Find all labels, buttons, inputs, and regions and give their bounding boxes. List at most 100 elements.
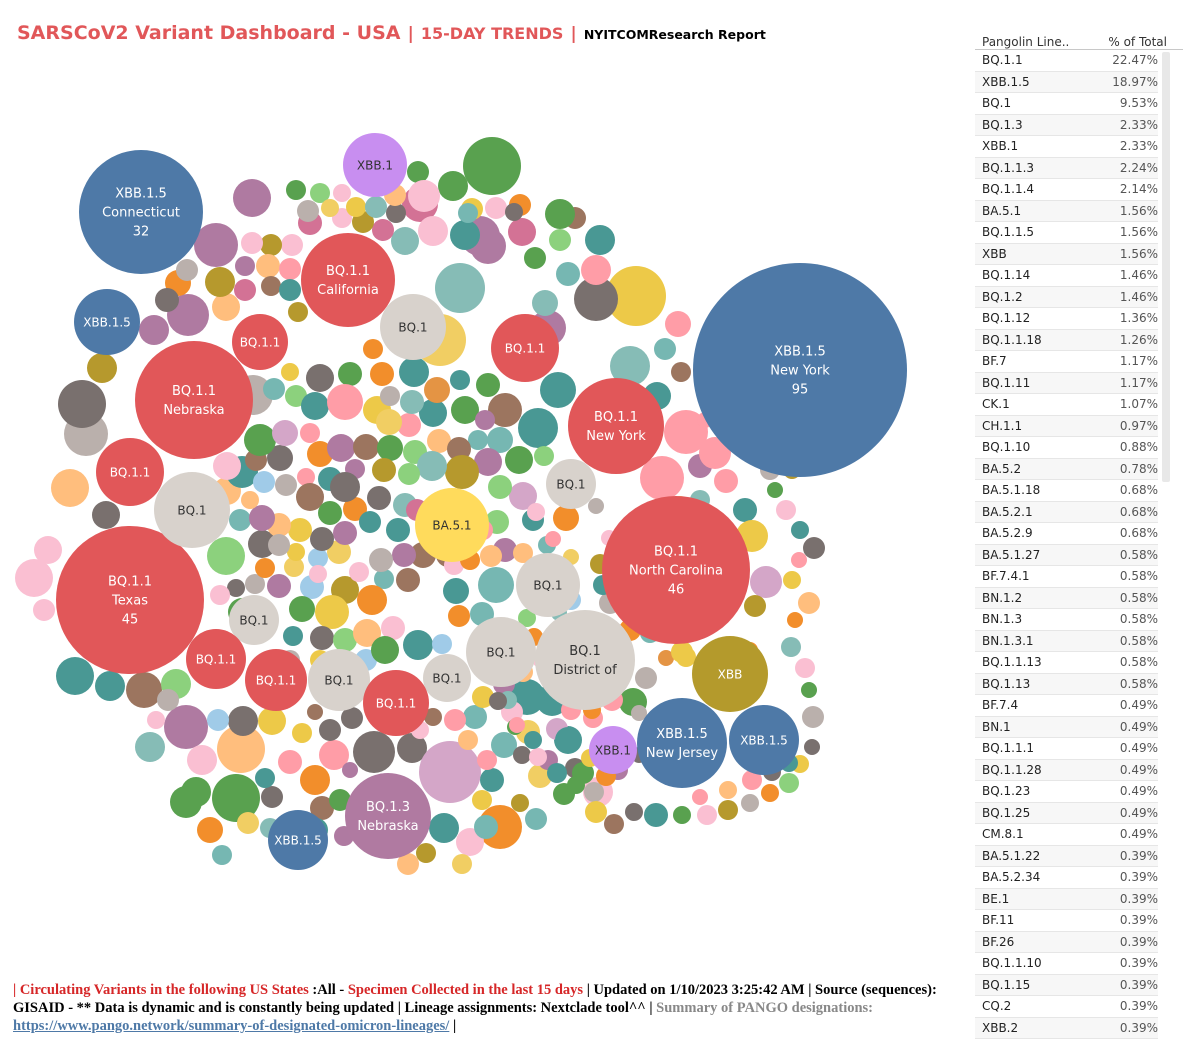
lineage-bubble[interactable] (671, 641, 693, 663)
legend-row[interactable]: BA.5.1 1.56% (975, 200, 1158, 222)
lineage-bubble[interactable] (718, 800, 738, 820)
lineage-bubble[interactable] (212, 774, 260, 822)
lineage-bubble[interactable] (699, 437, 731, 469)
lineage-bubble[interactable] (673, 806, 691, 824)
bubble-circle[interactable] (568, 378, 664, 474)
lineage-bubble[interactable] (164, 705, 208, 749)
lineage-bubble[interactable] (474, 815, 498, 839)
legend-row[interactable]: XBB.1 2.33% (975, 136, 1158, 158)
lineage-bubble[interactable] (267, 574, 291, 598)
legend-row[interactable]: BQ.1 9.53% (975, 93, 1158, 115)
lineage-bubble[interactable] (346, 197, 366, 217)
labeled-bubble[interactable]: XBB (692, 636, 768, 712)
lineage-bubble[interactable] (529, 748, 547, 766)
lineage-bubble[interactable] (644, 803, 668, 827)
bubble-circle[interactable] (602, 496, 750, 644)
pango-link[interactable]: https://www.pango.network/summary-of-des… (13, 1018, 450, 1034)
lineage-bubble[interactable] (540, 372, 576, 408)
lineage-bubble[interactable] (489, 692, 507, 710)
lineage-bubble[interactable] (798, 592, 820, 614)
lineage-bubble[interactable] (278, 750, 302, 774)
lineage-bubble[interactable] (329, 789, 351, 811)
legend-col-pct[interactable]: % of Total (1108, 35, 1167, 49)
lineage-bubble[interactable] (15, 559, 53, 597)
lineage-bubble[interactable] (779, 773, 799, 793)
lineage-bubble[interactable] (398, 463, 420, 485)
lineage-bubble[interactable] (511, 794, 529, 812)
legend-row[interactable]: BQ.1.1.4 2.14% (975, 179, 1158, 201)
lineage-bubble[interactable] (234, 279, 256, 301)
lineage-bubble[interactable] (342, 762, 358, 778)
lineage-bubble[interactable] (556, 262, 580, 286)
legend-row[interactable]: BQ.1.1.10 0.39% (975, 953, 1158, 975)
lineage-bubble[interactable] (518, 408, 558, 448)
lineage-bubble[interactable] (625, 803, 643, 821)
bubble-circle[interactable] (535, 610, 635, 710)
lineage-bubble[interactable] (235, 256, 255, 276)
bubble-circle[interactable] (232, 314, 288, 370)
lineage-bubble[interactable] (445, 455, 479, 489)
lineage-bubble[interactable] (714, 469, 738, 493)
lineage-bubble[interactable] (750, 566, 782, 598)
legend-row[interactable]: BA.5.1.22 0.39% (975, 845, 1158, 867)
legend-row[interactable]: BQ.1.13 0.58% (975, 673, 1158, 695)
lineage-bubble[interactable] (391, 227, 419, 255)
labeled-bubble[interactable]: BQ.1.1 (232, 314, 288, 370)
legend-row[interactable]: BQ.1.25 0.49% (975, 802, 1158, 824)
labeled-bubble[interactable]: BQ.1 (423, 654, 471, 702)
lineage-bubble[interactable] (372, 458, 396, 482)
bubble-circle[interactable] (466, 617, 536, 687)
lineage-bubble[interactable] (176, 259, 198, 281)
legend-row[interactable]: BA.5.2 0.78% (975, 458, 1158, 480)
lineage-bubble[interactable] (508, 218, 536, 246)
bubble-circle[interactable] (380, 294, 446, 360)
lineage-bubble[interactable] (403, 630, 433, 660)
lineage-bubble[interactable] (448, 605, 470, 627)
bubble-circle[interactable] (729, 705, 799, 775)
lineage-bubble[interactable] (353, 731, 395, 773)
lineage-bubble[interactable] (399, 357, 429, 387)
lineage-bubble[interactable] (301, 392, 329, 420)
lineage-bubble[interactable] (353, 619, 381, 647)
lineage-bubble[interactable] (791, 521, 809, 539)
bubble-circle[interactable] (245, 649, 307, 711)
lineage-bubble[interactable] (567, 776, 585, 794)
lineage-bubble[interactable] (292, 723, 312, 743)
lineage-bubble[interactable] (400, 390, 424, 414)
lineage-bubble[interactable] (525, 808, 547, 830)
lineage-bubble[interactable] (528, 764, 552, 788)
lineage-bubble[interactable] (297, 468, 315, 486)
lineage-bubble[interactable] (392, 543, 416, 567)
lineage-bubble[interactable] (307, 441, 333, 467)
legend-row[interactable]: BN.1 0.49% (975, 716, 1158, 738)
lineage-bubble[interactable] (585, 801, 607, 823)
lineage-bubble[interactable] (417, 451, 447, 481)
bubble-circle[interactable] (693, 263, 907, 477)
lineage-bubble[interactable] (357, 585, 387, 615)
lineage-bubble[interactable] (197, 817, 223, 843)
lineage-bubble[interactable] (787, 612, 803, 628)
labeled-bubble[interactable]: BQ.1 (154, 472, 230, 548)
legend-row[interactable]: BQ.1.10 0.88% (975, 437, 1158, 459)
lineage-bubble[interactable] (488, 393, 522, 427)
lineage-bubble[interactable] (327, 384, 363, 420)
lineage-bubble[interactable] (664, 410, 708, 454)
lineage-bubble[interactable] (363, 339, 383, 359)
labeled-bubble[interactable]: BQ.1 (546, 459, 596, 509)
legend-row[interactable]: BQ.1.1.3 2.24% (975, 157, 1158, 179)
lineage-bubble[interactable] (155, 288, 179, 312)
lineage-bubble[interactable] (341, 707, 363, 729)
bubble-circle[interactable] (343, 133, 407, 197)
lineage-bubble[interactable] (228, 706, 258, 736)
labeled-bubble[interactable]: BQ.1 (308, 649, 370, 711)
lineage-bubble[interactable] (435, 263, 485, 313)
lineage-bubble[interactable] (272, 420, 298, 446)
lineage-bubble[interactable] (319, 719, 341, 741)
bubble-circle[interactable] (692, 636, 768, 712)
legend-row[interactable]: BQ.1.11 1.17% (975, 372, 1158, 394)
lineage-bubble[interactable] (654, 338, 676, 360)
legend-row[interactable]: BQ.1.14 1.46% (975, 265, 1158, 287)
legend-row[interactable]: BN.1.3 0.58% (975, 609, 1158, 631)
lineage-bubble[interactable] (783, 571, 801, 589)
